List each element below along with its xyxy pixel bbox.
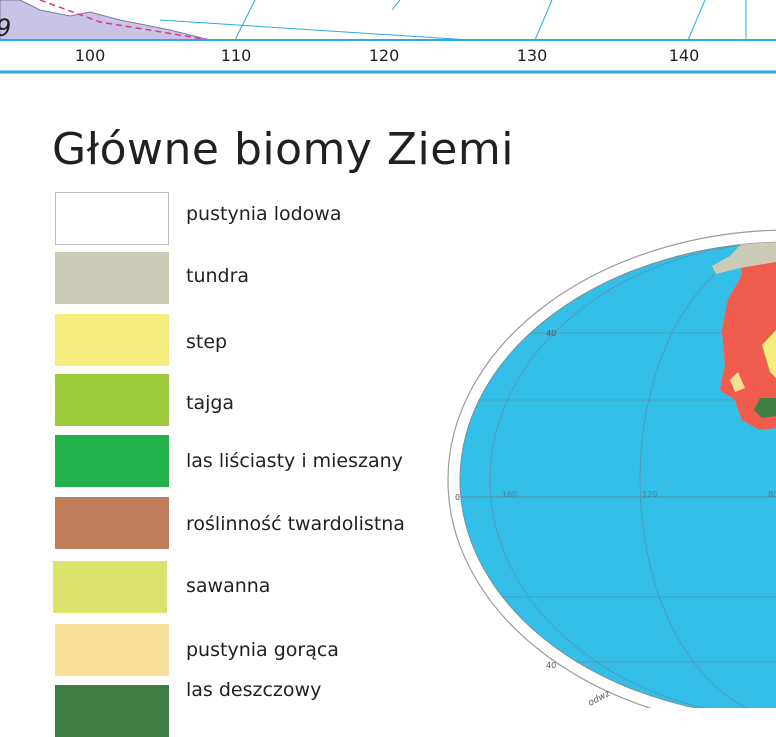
legend-label: pustynia lodowa bbox=[186, 203, 342, 225]
partial-label: 9 bbox=[0, 14, 11, 42]
legend-label: step bbox=[186, 331, 228, 353]
legend-swatch-taiga bbox=[55, 374, 169, 426]
legend-swatch-savanna bbox=[53, 561, 167, 613]
legend-swatch-steppe bbox=[55, 314, 169, 366]
axis-tick-label: 130 bbox=[516, 46, 548, 65]
top-map-strip: 9 bbox=[0, 0, 776, 74]
longitude-label: 0 bbox=[455, 493, 460, 502]
legend-label: pustynia gorąca bbox=[186, 639, 339, 661]
graticule-line bbox=[159, 19, 471, 41]
longitude-label: 80 bbox=[768, 490, 776, 499]
globe-ocean bbox=[459, 241, 776, 708]
legend-label: sawanna bbox=[186, 575, 271, 597]
graticule bbox=[460, 242, 776, 708]
legend-label: tundra bbox=[186, 265, 250, 287]
axis-tick-label: 120 bbox=[368, 46, 400, 65]
legend-label: las deszczowy bbox=[186, 679, 322, 701]
legend-swatch-rainforest bbox=[55, 685, 169, 737]
legend-label: roślinność twardolistna bbox=[186, 513, 405, 535]
axis-tick-label: 100 bbox=[74, 46, 106, 65]
continent-land bbox=[754, 398, 776, 418]
axis-tick-label: 140 bbox=[668, 46, 700, 65]
graticule-line bbox=[534, 0, 553, 41]
continent-land bbox=[730, 372, 745, 392]
longitude-label: 160 bbox=[502, 490, 517, 499]
graticule-line bbox=[687, 0, 706, 41]
legend-title: Główne biomy Ziemi bbox=[52, 124, 514, 175]
continent-land bbox=[762, 330, 776, 378]
legend-swatch-hot-desert bbox=[55, 624, 169, 676]
longitude-label: 120 bbox=[642, 490, 657, 499]
globe-map: 40 40 0 160 120 80 odwz bbox=[447, 229, 776, 708]
latitude-label: 40 bbox=[546, 661, 556, 670]
legend-label: las liściasty i mieszany bbox=[186, 450, 403, 472]
legend-swatch-ice-desert bbox=[55, 192, 169, 245]
graticule-line bbox=[391, 0, 401, 11]
continent-land bbox=[712, 242, 776, 274]
axis-tick-label: 110 bbox=[220, 46, 252, 65]
latitude-label: 40 bbox=[546, 329, 556, 338]
boundary-dashed-line bbox=[39, 0, 211, 41]
legend-swatch-tundra bbox=[55, 252, 169, 304]
legend-swatch-sclerophyll bbox=[55, 497, 169, 549]
legend-swatch-deciduous-forest bbox=[55, 435, 169, 487]
graticule-line bbox=[234, 0, 256, 41]
legend-label: tajga bbox=[186, 392, 235, 414]
globe-edge-text: odwz bbox=[587, 689, 613, 708]
